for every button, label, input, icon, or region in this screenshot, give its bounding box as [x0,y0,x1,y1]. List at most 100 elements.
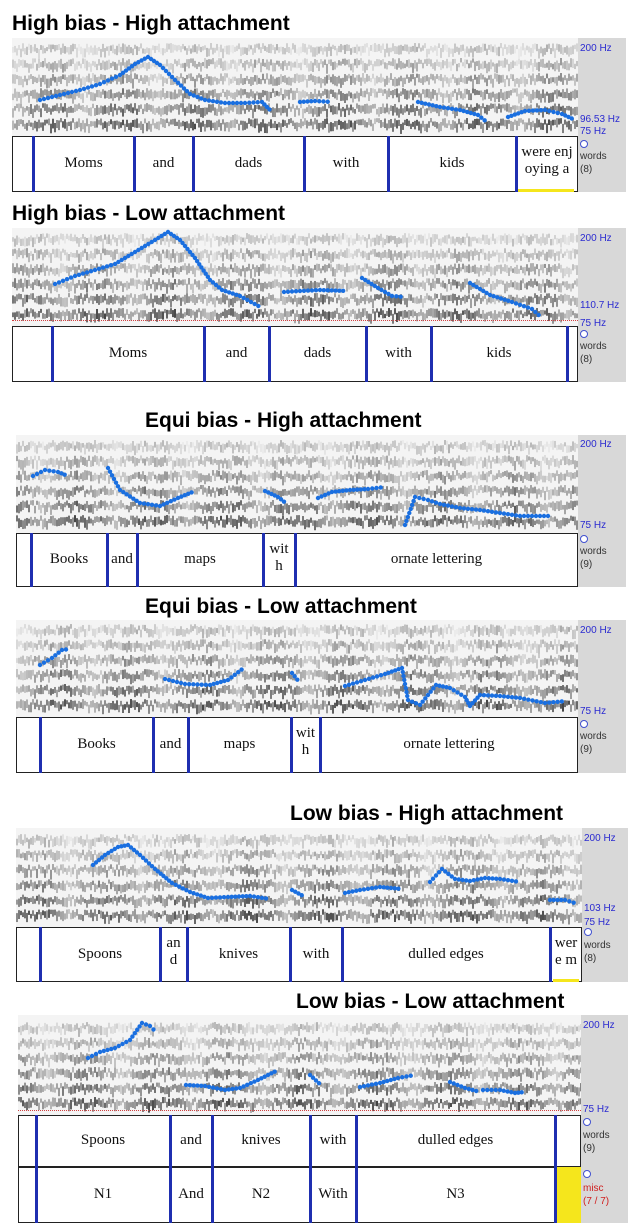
spectrogram-band [156,91,158,98]
spectrogram-band [412,92,414,101]
spectrogram-band [436,92,438,101]
spectrogram-band [66,122,68,132]
interval-boundary[interactable] [203,326,206,382]
spectrogram-band [158,490,160,497]
interval-boundary[interactable] [430,326,433,382]
spectrogram-band [196,281,198,288]
spectrogram-band [60,517,62,526]
spectrogram-band [322,294,324,305]
spectrogram-band [54,235,56,243]
interval-boundary[interactable] [268,326,271,382]
spectrogram-band [104,74,106,83]
spectrogram-band [264,297,266,307]
spectrogram-band [490,59,492,70]
spectrogram-band [86,105,88,113]
spectrogram-band [118,264,120,271]
spectrogram-band [66,77,68,87]
spectrogram-band [200,62,202,72]
spectrogram-band [52,458,54,468]
spectrogram-band [154,474,156,480]
interval-boundary[interactable] [303,136,306,192]
spectrogram-band [104,266,106,272]
spectrogram-band [62,489,64,500]
spectrogram-band [58,443,60,451]
tier-knob[interactable] [580,140,588,148]
spectrogram-band [432,298,434,305]
interval-boundary[interactable] [566,326,569,382]
spectrogram-band [568,93,570,101]
spectrogram-band [322,265,324,271]
spectrogram-band [68,311,70,321]
spectrogram-band [252,63,254,73]
spectrogram-band [258,123,260,133]
spectrogram-band [22,106,24,117]
spectrogram-band [244,460,246,466]
spectrogram-band [252,311,254,322]
spectrogram-band [102,280,104,290]
spectrogram-band [410,46,412,53]
spectrogram-band [350,310,352,317]
spectrogram-band [198,118,200,128]
spectrogram-band [170,119,172,125]
spectrogram-band [432,234,434,244]
spectrogram-band [380,45,382,53]
spectrogram-band [304,236,306,245]
spectrogram-band [54,312,56,318]
spectrogram-band [514,61,516,66]
spectrogram-band [224,248,226,255]
spectrogram-band [346,443,348,453]
spectrogram-band [170,487,172,495]
spectrogram-band [358,471,360,479]
spectrogram-band [42,458,44,467]
spectrogram-band [500,75,502,83]
pitch-point [297,99,303,105]
spectrogram-band [112,312,114,321]
spectrogram-band [528,91,530,101]
spectrogram-band [148,298,150,305]
spectrogram-band [384,62,386,69]
spectrogram-band [386,296,388,304]
spectrogram-band [390,268,392,276]
spectrogram-band [392,90,394,99]
spectrogram-band [518,234,520,243]
spectrogram-band [458,313,460,321]
spectrogram-band [364,63,366,73]
spectrogram-band [566,78,568,85]
interval-boundary[interactable] [515,136,518,192]
spectrogram-band [354,46,356,53]
spectrogram-band [480,248,482,254]
spectrogram-band [362,60,364,71]
interval-boundary[interactable] [51,326,54,382]
spectrogram-band [498,311,500,318]
interval-boundary[interactable] [387,136,390,192]
spectrogram-band [400,471,402,477]
spectrogram-band [138,485,140,492]
spectrogram-band [120,500,122,509]
spectrogram-band [466,103,468,108]
spectrogram-band [470,237,472,247]
spectrogram-band [122,43,124,53]
spectrogram-band [242,489,244,499]
spectrogram-band [336,308,338,314]
spectrogram-band [106,458,108,467]
spectrogram-band [146,475,148,484]
pitch-point [237,293,243,299]
tier-knob[interactable] [580,330,588,338]
spectrogram-band [162,88,164,98]
interval-boundary[interactable] [192,136,195,192]
pitch-point [136,247,141,253]
spectrogram-band [348,312,350,321]
spectrogram-band [478,118,480,126]
spectrogram-band [98,59,100,66]
spectrogram-band [236,486,238,493]
spectrogram-band [202,283,204,290]
spectrogram-band [404,89,406,99]
spectrogram-band [202,505,204,514]
interval-boundary[interactable] [133,136,136,192]
interval-boundary[interactable] [365,326,368,382]
spectrogram-band [236,78,238,85]
spectrogram-band [60,103,62,111]
spectrogram-band [428,48,430,55]
interval-boundary[interactable] [32,136,35,192]
spectrogram-band [88,237,90,245]
